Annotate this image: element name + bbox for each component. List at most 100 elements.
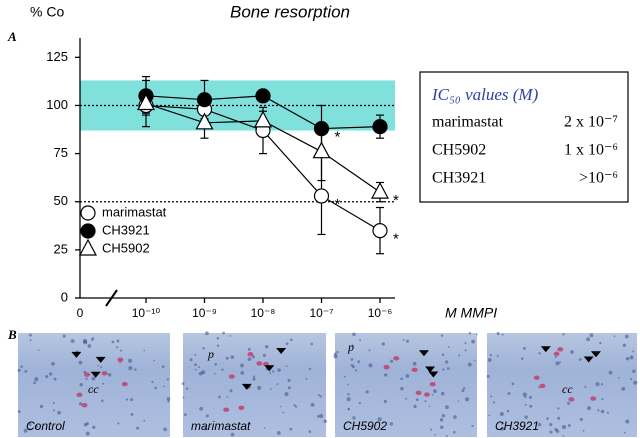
cell bbox=[546, 417, 549, 420]
cell bbox=[629, 355, 634, 360]
cell bbox=[216, 337, 220, 340]
y-tick-label: 50 bbox=[54, 193, 68, 208]
y-tick-label: 100 bbox=[46, 97, 68, 112]
cell bbox=[194, 363, 197, 367]
cell bbox=[323, 419, 328, 424]
cell bbox=[584, 385, 587, 388]
cell bbox=[522, 392, 527, 397]
cell bbox=[226, 396, 229, 398]
cell bbox=[617, 376, 620, 379]
cell bbox=[445, 435, 448, 438]
cell bbox=[350, 357, 354, 361]
stained-cell bbox=[539, 383, 546, 389]
cell bbox=[143, 419, 146, 422]
cell bbox=[285, 365, 288, 368]
cell bbox=[214, 363, 218, 366]
cell bbox=[85, 431, 90, 436]
cell bbox=[45, 375, 49, 379]
cell bbox=[595, 382, 600, 387]
cell bbox=[608, 370, 613, 375]
cell bbox=[377, 417, 382, 422]
data-point bbox=[196, 92, 213, 108]
arrowhead bbox=[540, 346, 551, 353]
cell bbox=[214, 372, 216, 375]
cell bbox=[154, 386, 158, 390]
cell bbox=[549, 423, 553, 427]
cell bbox=[310, 402, 315, 407]
cell bbox=[117, 422, 120, 425]
cell bbox=[523, 347, 526, 350]
cell bbox=[557, 407, 560, 410]
cell bbox=[229, 389, 233, 393]
cell bbox=[471, 339, 475, 344]
cell bbox=[28, 422, 32, 426]
ic50-name: CH5902 bbox=[432, 142, 486, 159]
stained-cell bbox=[238, 405, 245, 410]
cell bbox=[352, 332, 356, 337]
data-point bbox=[312, 141, 331, 159]
cell bbox=[352, 416, 356, 420]
cell bbox=[600, 383, 604, 386]
arrowhead bbox=[428, 371, 439, 378]
cell bbox=[308, 367, 312, 370]
cell bbox=[402, 338, 405, 341]
significance-mark: * bbox=[335, 196, 341, 213]
cell bbox=[282, 411, 285, 414]
cell bbox=[276, 383, 279, 386]
cell bbox=[358, 401, 362, 405]
cell bbox=[343, 375, 346, 378]
axis-break bbox=[105, 289, 118, 307]
ic50-value: 2 x 10⁻⁷ bbox=[564, 114, 618, 131]
cell bbox=[308, 430, 312, 433]
cell bbox=[287, 378, 291, 382]
micrograph-caption: CH3921 bbox=[495, 419, 539, 433]
cell bbox=[24, 369, 28, 373]
x-tick-label: 10⁻⁸ bbox=[251, 306, 276, 320]
cell bbox=[625, 356, 630, 361]
cell bbox=[316, 415, 320, 418]
cell bbox=[424, 400, 427, 403]
ic50-name: CH3921 bbox=[432, 170, 486, 187]
cell bbox=[271, 370, 275, 373]
y-tick-label: 25 bbox=[54, 241, 68, 256]
cell bbox=[613, 335, 616, 338]
ic50-name: marimastat bbox=[432, 114, 504, 131]
cell bbox=[368, 363, 373, 368]
cell bbox=[578, 358, 582, 361]
cell bbox=[230, 432, 235, 437]
cell bbox=[262, 353, 266, 357]
micrograph-label: p bbox=[207, 347, 214, 361]
cell bbox=[82, 338, 87, 343]
cell bbox=[538, 352, 541, 355]
data-point bbox=[137, 93, 155, 111]
legend-label: CH3921 bbox=[102, 222, 150, 237]
cell bbox=[471, 424, 474, 428]
cell bbox=[600, 409, 605, 414]
cell bbox=[490, 395, 493, 398]
cell bbox=[130, 412, 134, 416]
cell bbox=[163, 427, 168, 432]
legend-marker bbox=[80, 205, 96, 221]
cell bbox=[240, 371, 245, 375]
cell bbox=[499, 412, 504, 417]
data-point bbox=[255, 88, 271, 104]
cell bbox=[198, 366, 201, 369]
cell bbox=[359, 339, 362, 342]
cell bbox=[317, 393, 320, 396]
cell bbox=[524, 396, 527, 399]
cell bbox=[205, 414, 209, 418]
cell bbox=[166, 378, 169, 381]
cell bbox=[289, 427, 293, 431]
cell bbox=[87, 344, 92, 348]
cell bbox=[554, 427, 558, 432]
cell bbox=[562, 434, 565, 437]
stained-cell bbox=[228, 374, 235, 379]
cell bbox=[279, 405, 282, 408]
cell bbox=[520, 357, 524, 360]
cell bbox=[240, 363, 244, 368]
micrograph-label: cc bbox=[562, 382, 573, 396]
cell bbox=[184, 413, 187, 417]
cell bbox=[511, 382, 515, 386]
cell bbox=[28, 333, 32, 337]
stained-cell bbox=[553, 351, 560, 357]
